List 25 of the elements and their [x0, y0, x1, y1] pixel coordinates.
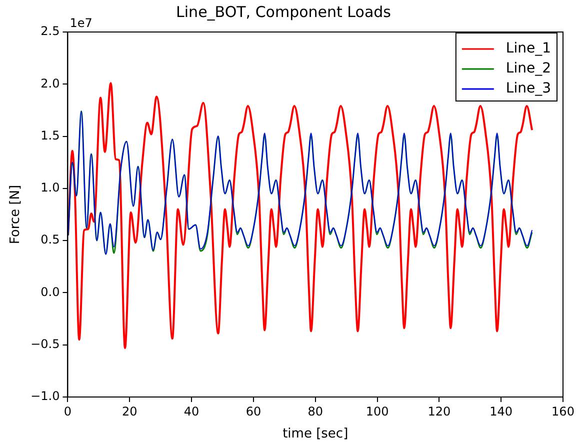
y-tick-label: −0.5 — [30, 336, 60, 351]
line-series — [68, 110, 533, 255]
legend-label: Line_1 — [506, 40, 552, 57]
y-tick-label: 0.0 — [40, 284, 60, 299]
y-tick-label: −1.0 — [30, 389, 60, 404]
x-tick-label: 160 — [552, 404, 574, 418]
x-tick-label: 40 — [184, 404, 200, 418]
x-tick-label: 0 — [64, 404, 72, 418]
x-tick-label: 100 — [366, 404, 389, 418]
x-tick-label: 20 — [122, 404, 138, 418]
x-axis-title: time [sec] — [282, 426, 348, 442]
x-tick-label: 140 — [490, 404, 513, 418]
x-tick-label: 80 — [308, 404, 324, 418]
chart-title: Line_BOT, Component Loads — [176, 2, 392, 21]
y-axis-title: Force [N] — [8, 184, 24, 244]
y-tick-label: 2.5 — [40, 24, 60, 38]
text: 1e7 — [70, 16, 92, 30]
y-tick-label: 0.5 — [40, 232, 60, 247]
y-tick-label: 2.0 — [40, 76, 60, 90]
y-tick-label: 1.0 — [40, 180, 60, 195]
legend-label: Line_2 — [506, 60, 552, 77]
legend-label: Line_3 — [506, 80, 552, 97]
y-tick-label: 1.5 — [40, 128, 60, 142]
x-tick-label: 60 — [246, 404, 262, 418]
x-tick-label: 120 — [428, 404, 451, 418]
